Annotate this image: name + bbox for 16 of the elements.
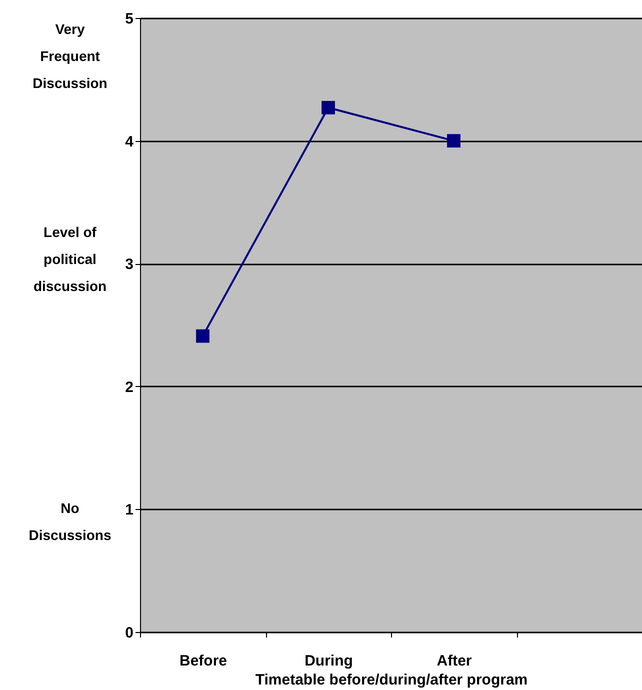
y-tick-label: 4 [125,133,134,150]
point [447,134,460,148]
x-tick-label: After [436,652,472,670]
y-tick-label: 3 [125,256,134,274]
y-tick-label: 5 [125,10,134,28]
text: Very Frequent Discussion [32,21,108,91]
y-tick-label: 0 [125,624,134,642]
x-tick-label: During [304,652,353,670]
point [322,100,335,114]
y-tick-label: 2 [125,378,134,396]
x-tick-label: Before [179,652,228,670]
y-tick-label: 1 [125,502,134,519]
x-axis-title: Timetable before/during/after program [255,672,528,688]
y-axis-title: Level of political discussion [33,224,107,294]
text: No Discussions [28,500,112,544]
point [196,329,210,343]
